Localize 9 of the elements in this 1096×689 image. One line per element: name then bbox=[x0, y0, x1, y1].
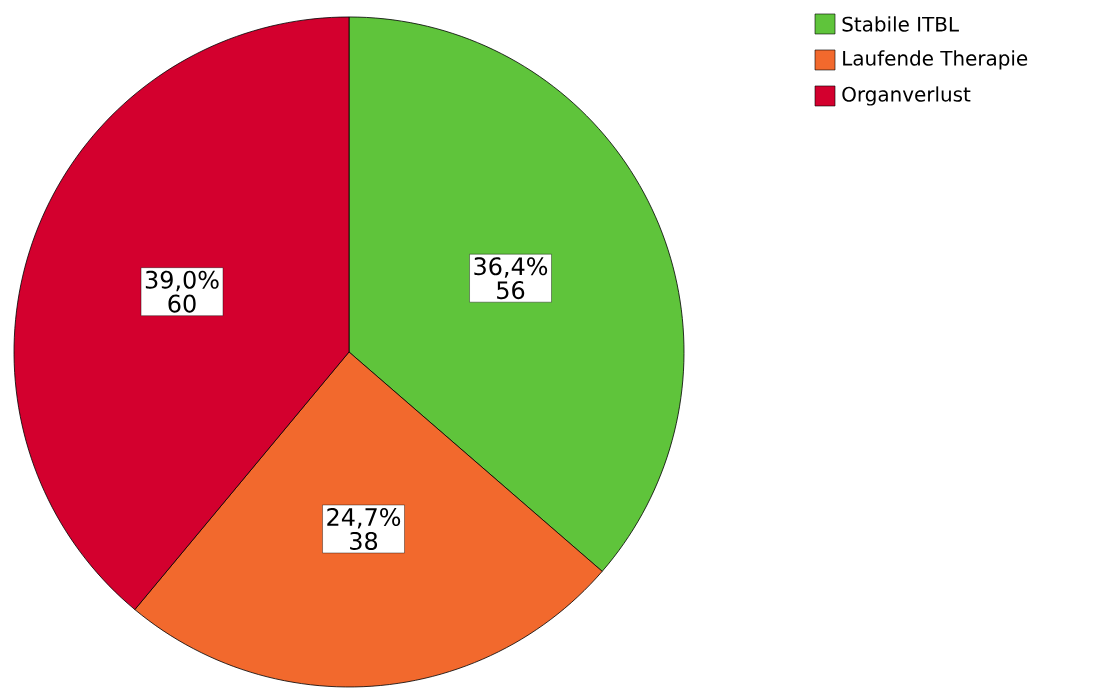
legend-label: Stabile ITBL bbox=[842, 16, 959, 32]
legend-label: Organverlust bbox=[842, 86, 971, 106]
text: 38 bbox=[350, 531, 378, 550]
legend-label: Laufende Therapie bbox=[843, 50, 1028, 70]
text: 56 bbox=[497, 281, 525, 300]
text: 60 bbox=[168, 294, 196, 313]
data-label: 36,4% bbox=[474, 257, 548, 278]
data-label: 39,0% bbox=[145, 270, 219, 292]
data-label: 24,7% bbox=[327, 507, 401, 529]
